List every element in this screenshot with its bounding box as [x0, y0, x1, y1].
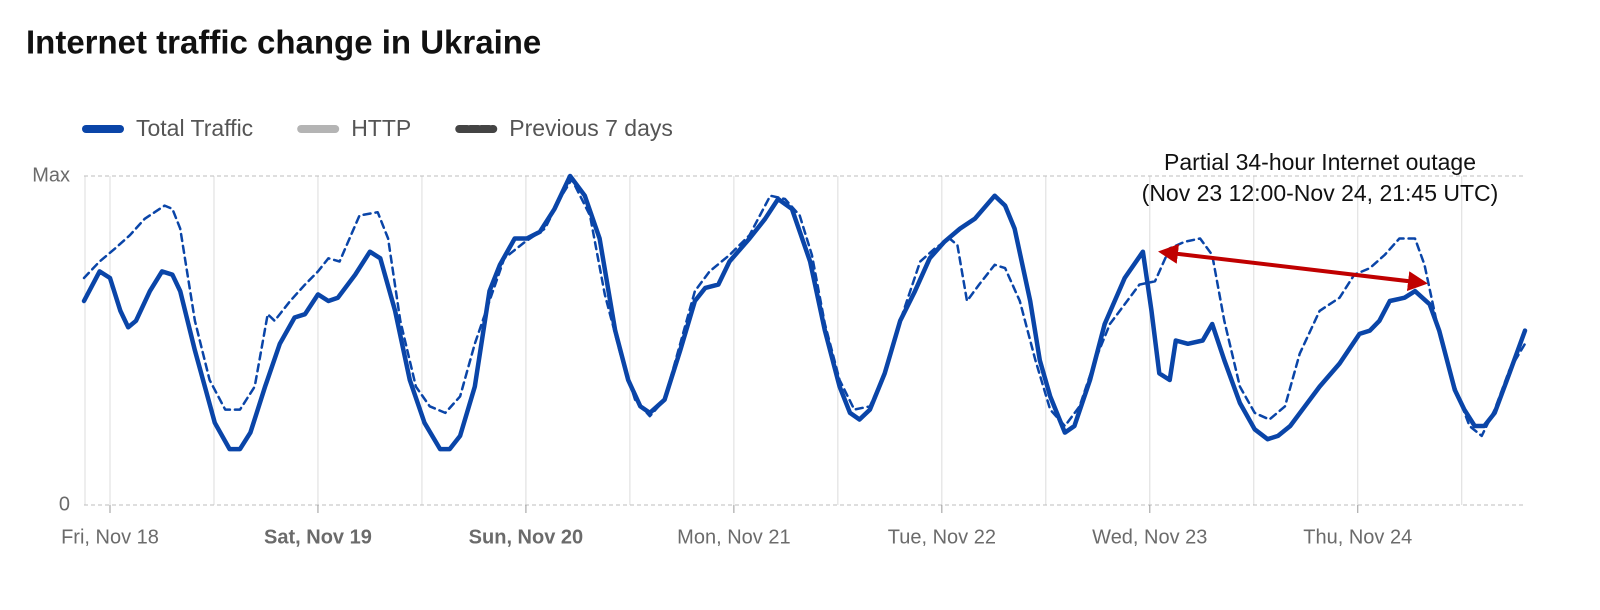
series-line [82, 178, 1527, 438]
legend-label: HTTP [351, 115, 411, 141]
y-tick-label: Max [32, 164, 70, 186]
x-tick-label: Tue, Nov 22 [888, 526, 996, 548]
annotation: (Nov 23 12:00-Nov 24, 21:45 UTC) [1142, 180, 1499, 206]
legend-label: Previous 7 days [509, 115, 673, 141]
x-tick-label: Wed, Nov 23 [1092, 526, 1207, 548]
x-tick-label: Sun, Nov 20 [469, 526, 583, 548]
outage-arrow [1158, 243, 1428, 292]
x-tick-label: Fri, Nov 18 [61, 526, 159, 548]
y-tick-label: 0 [59, 493, 70, 515]
chart-title: Internet traffic change in Ukraine [26, 24, 541, 61]
legend: Total Traffic HTTP Previous 7 days [82, 115, 673, 141]
legend-label: Total Traffic [136, 115, 253, 141]
x-tick-label: Sat, Nov 19 [264, 526, 372, 548]
x-tick-label: Thu, Nov 24 [1303, 526, 1412, 548]
annotation: Partial 34-hour Internet outage [1164, 149, 1476, 175]
series-line [81, 173, 1528, 452]
x-tick-label: Mon, Nov 21 [677, 526, 790, 548]
